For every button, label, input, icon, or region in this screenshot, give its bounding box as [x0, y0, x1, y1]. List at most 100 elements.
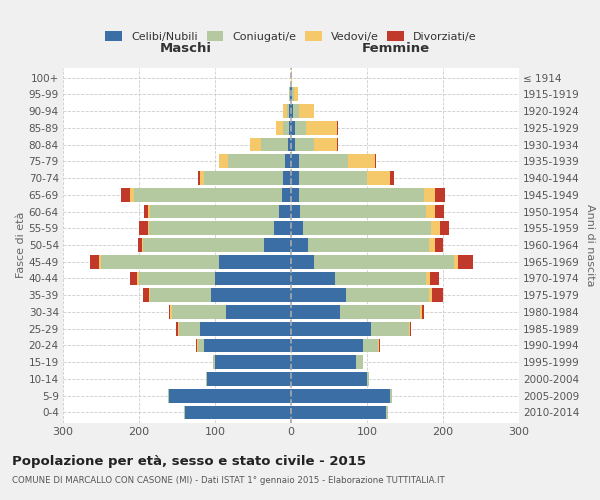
Bar — [314, 255, 454, 268]
Bar — [425, 204, 434, 218]
Bar — [143, 288, 149, 302]
Bar — [148, 222, 149, 235]
Bar — [346, 288, 430, 302]
Bar — [434, 204, 444, 218]
Bar — [300, 204, 425, 218]
Bar — [283, 171, 291, 185]
Bar — [130, 272, 137, 285]
Text: Maschi: Maschi — [160, 42, 212, 55]
Bar — [198, 171, 200, 185]
Bar — [436, 238, 443, 252]
Bar — [292, 88, 294, 101]
Bar — [142, 238, 143, 252]
Bar — [420, 305, 422, 319]
Bar — [371, 322, 409, 336]
Bar — [178, 322, 179, 336]
Bar — [137, 272, 139, 285]
Bar — [179, 322, 200, 336]
Bar — [308, 238, 430, 252]
Bar — [291, 88, 292, 101]
Bar — [340, 305, 420, 319]
Bar — [149, 288, 151, 302]
Bar — [139, 272, 215, 285]
Bar — [169, 305, 170, 319]
Bar — [293, 104, 299, 118]
Bar — [91, 255, 100, 268]
Bar — [215, 356, 291, 369]
Bar — [197, 338, 203, 352]
Bar — [250, 138, 262, 151]
Bar — [363, 338, 379, 352]
Bar — [130, 188, 134, 202]
Bar — [143, 238, 265, 252]
Bar — [290, 88, 291, 101]
Bar — [367, 171, 390, 185]
Bar — [208, 372, 291, 386]
Bar — [386, 406, 388, 419]
Bar — [185, 406, 291, 419]
Bar — [291, 322, 371, 336]
Bar — [314, 138, 337, 151]
Bar — [291, 222, 303, 235]
Bar — [101, 255, 219, 268]
Bar — [283, 104, 287, 118]
Bar — [138, 238, 142, 252]
Bar — [431, 222, 440, 235]
Bar — [436, 188, 445, 202]
Bar — [100, 255, 101, 268]
Bar — [291, 154, 299, 168]
Bar — [288, 138, 291, 151]
Bar — [228, 154, 285, 168]
Bar — [291, 406, 386, 419]
Bar — [390, 389, 392, 402]
Bar — [291, 188, 299, 202]
Bar — [139, 222, 148, 235]
Bar — [367, 372, 369, 386]
Bar — [289, 121, 291, 134]
Bar — [145, 204, 148, 218]
Bar — [279, 204, 291, 218]
Bar — [196, 338, 197, 352]
Bar — [291, 288, 346, 302]
Text: COMUNE DI MARCALLO CON CASONE (MI) - Dati ISTAT 1° gennaio 2015 - Elaborazione T: COMUNE DI MARCALLO CON CASONE (MI) - Dat… — [12, 476, 445, 485]
Bar — [291, 238, 308, 252]
Bar — [422, 305, 424, 319]
Bar — [121, 188, 130, 202]
Bar — [431, 288, 443, 302]
Bar — [203, 171, 283, 185]
Bar — [374, 154, 376, 168]
Bar — [200, 171, 203, 185]
Y-axis label: Anni di nascita: Anni di nascita — [586, 204, 595, 286]
Bar — [274, 222, 291, 235]
Bar — [200, 322, 291, 336]
Bar — [430, 272, 439, 285]
Bar — [426, 272, 430, 285]
Bar — [303, 222, 431, 235]
Bar — [203, 338, 291, 352]
Text: Femmine: Femmine — [362, 42, 430, 55]
Bar — [149, 204, 279, 218]
Bar — [289, 88, 290, 101]
Bar — [458, 255, 473, 268]
Bar — [262, 138, 288, 151]
Bar — [215, 272, 291, 285]
Bar — [299, 154, 348, 168]
Bar — [291, 204, 300, 218]
Bar — [219, 255, 291, 268]
Bar — [295, 138, 314, 151]
Bar — [291, 121, 295, 134]
Bar — [168, 389, 169, 402]
Bar — [291, 255, 314, 268]
Bar — [291, 104, 293, 118]
Bar — [454, 255, 458, 268]
Bar — [172, 305, 226, 319]
Bar — [148, 204, 149, 218]
Bar — [291, 70, 292, 85]
Bar — [294, 88, 298, 101]
Bar — [283, 121, 289, 134]
Bar — [211, 288, 291, 302]
Bar — [410, 322, 411, 336]
Text: Popolazione per età, sesso e stato civile - 2015: Popolazione per età, sesso e stato civil… — [12, 455, 366, 468]
Bar — [291, 272, 335, 285]
Bar — [265, 238, 291, 252]
